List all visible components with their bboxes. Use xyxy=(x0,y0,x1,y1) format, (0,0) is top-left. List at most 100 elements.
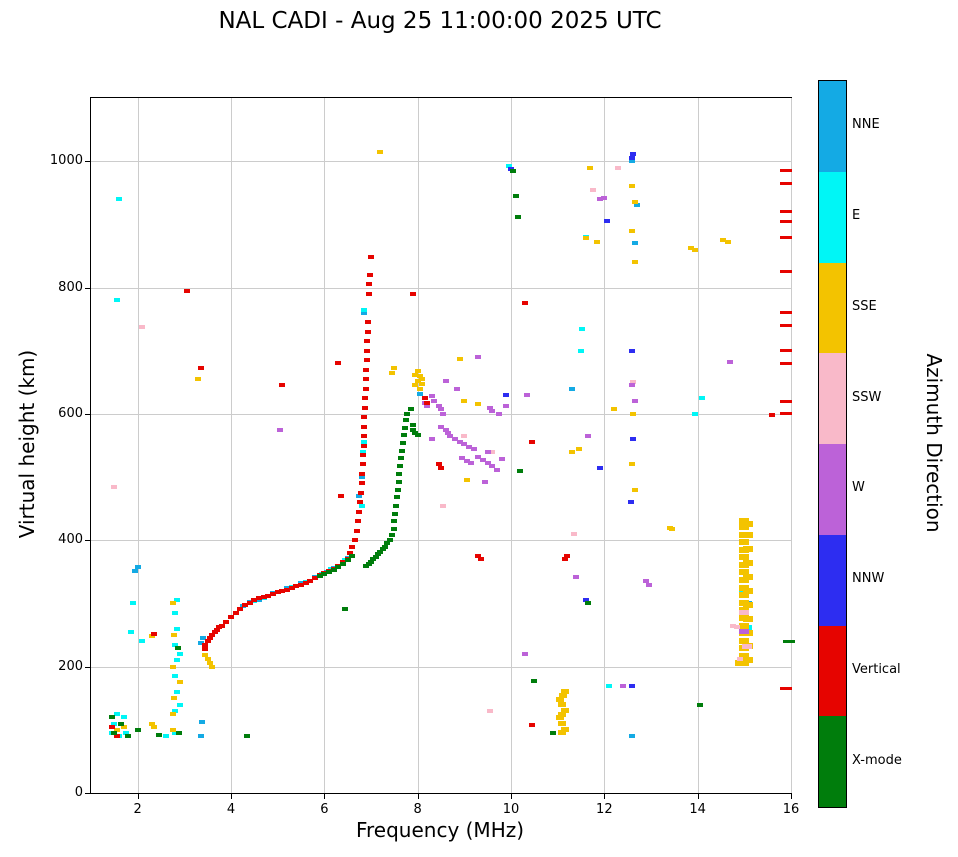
data-point xyxy=(417,374,423,378)
data-point xyxy=(447,434,454,439)
data-point xyxy=(743,532,754,539)
data-point xyxy=(596,197,603,202)
data-point xyxy=(510,168,517,173)
colorbar-label-vertical: Vertical xyxy=(852,661,901,677)
data-point xyxy=(176,680,183,685)
plot-area: 2 4 6 8 10 12 14 16 0 200 400 600 800 1000 xyxy=(50,97,799,817)
colorbar-label-nnw: NNW xyxy=(852,571,885,587)
data-point xyxy=(363,377,370,382)
data-point xyxy=(559,692,568,698)
data-point xyxy=(397,456,404,461)
data-point xyxy=(113,734,120,739)
colorbar xyxy=(818,80,847,808)
data-point xyxy=(743,546,754,553)
data-point xyxy=(560,708,569,714)
gridline-x xyxy=(511,98,512,793)
data-point xyxy=(631,260,638,265)
data-point xyxy=(428,394,435,399)
data-point xyxy=(560,727,569,733)
data-point xyxy=(442,379,449,384)
x-tick xyxy=(791,794,792,799)
data-point xyxy=(440,411,447,416)
data-point xyxy=(116,197,122,202)
data-point xyxy=(421,396,428,401)
data-point xyxy=(368,255,374,260)
data-point xyxy=(202,646,209,651)
y-tick xyxy=(85,287,90,289)
data-point xyxy=(594,240,601,245)
data-point xyxy=(368,559,374,564)
data-point xyxy=(630,380,637,385)
data-point xyxy=(692,411,699,416)
data-point xyxy=(132,568,139,573)
data-point xyxy=(151,631,157,636)
x-tick-label: 16 xyxy=(782,802,800,817)
gridline-x xyxy=(231,98,232,793)
data-point xyxy=(503,392,510,397)
data-point xyxy=(629,348,636,353)
data-point xyxy=(489,464,496,469)
data-point xyxy=(364,348,371,353)
colorbar-label-e: E xyxy=(852,208,861,224)
data-point xyxy=(634,203,640,208)
data-point xyxy=(587,165,594,170)
data-point xyxy=(362,396,369,401)
y-tick-label: 0 xyxy=(74,785,83,800)
data-point xyxy=(589,187,596,192)
data-point xyxy=(349,554,356,559)
data-point xyxy=(354,528,360,533)
data-point xyxy=(419,377,426,382)
data-point xyxy=(172,674,178,679)
data-point xyxy=(358,481,365,486)
data-point xyxy=(113,712,120,717)
data-point xyxy=(629,159,636,164)
data-point xyxy=(699,396,706,401)
data-point xyxy=(382,544,388,549)
data-point xyxy=(582,236,589,241)
data-point xyxy=(560,689,569,695)
data-point xyxy=(414,433,421,438)
y-tick-label: 400 xyxy=(58,532,83,548)
data-point xyxy=(400,433,407,438)
data-point xyxy=(361,424,368,429)
data-point xyxy=(344,558,351,563)
data-point xyxy=(564,554,570,559)
data-point xyxy=(524,392,531,397)
data-point xyxy=(727,360,734,365)
data-point xyxy=(568,386,575,391)
data-point xyxy=(394,495,401,500)
gridline-y xyxy=(91,161,791,163)
colorbar-label-sse: SSE xyxy=(852,298,877,314)
gridline-x xyxy=(604,98,606,793)
data-point xyxy=(739,652,750,659)
data-point xyxy=(207,636,213,641)
data-point xyxy=(151,724,157,729)
data-point xyxy=(209,633,216,638)
data-point xyxy=(550,730,556,735)
data-point xyxy=(169,712,176,717)
data-point xyxy=(529,722,535,727)
data-point xyxy=(407,406,414,411)
data-point xyxy=(410,291,416,296)
x-tick xyxy=(604,794,606,799)
data-point xyxy=(360,443,367,448)
data-point xyxy=(197,366,204,371)
data-point xyxy=(391,366,398,371)
data-point xyxy=(113,727,120,732)
data-point xyxy=(379,547,386,552)
data-point xyxy=(568,449,575,454)
data-point xyxy=(739,629,750,635)
data-point xyxy=(454,386,461,391)
data-point xyxy=(398,448,405,453)
data-point xyxy=(111,721,118,726)
data-point xyxy=(463,458,470,463)
data-point xyxy=(366,291,373,296)
data-point xyxy=(468,461,475,466)
data-point xyxy=(321,571,328,576)
data-point xyxy=(558,711,567,717)
data-point xyxy=(780,687,793,691)
data-point xyxy=(782,639,795,643)
data-point xyxy=(482,480,489,485)
data-point xyxy=(358,471,365,476)
data-point xyxy=(384,541,391,546)
